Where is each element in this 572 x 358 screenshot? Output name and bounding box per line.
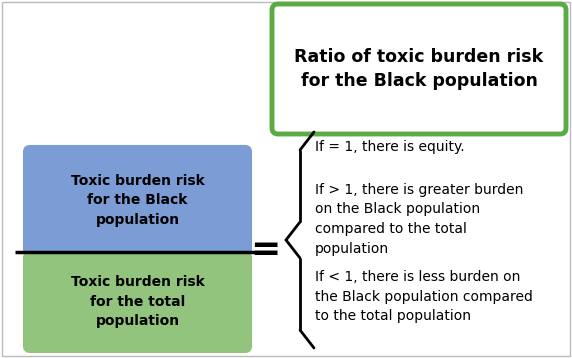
- FancyBboxPatch shape: [24, 252, 251, 352]
- FancyBboxPatch shape: [24, 146, 251, 255]
- FancyBboxPatch shape: [272, 4, 566, 134]
- Text: =: =: [250, 233, 280, 267]
- Text: If > 1, there is greater burden
on the Black population
compared to the total
po: If > 1, there is greater burden on the B…: [315, 183, 523, 256]
- Text: Ratio of toxic burden risk
for the Black population: Ratio of toxic burden risk for the Black…: [295, 48, 543, 91]
- Text: If < 1, there is less burden on
the Black population compared
to the total popul: If < 1, there is less burden on the Blac…: [315, 270, 533, 323]
- Text: If = 1, there is equity.: If = 1, there is equity.: [315, 140, 464, 154]
- Text: Toxic burden risk
for the Black
population: Toxic burden risk for the Black populati…: [70, 174, 204, 227]
- Text: Toxic burden risk
for the total
population: Toxic burden risk for the total populati…: [70, 276, 204, 329]
